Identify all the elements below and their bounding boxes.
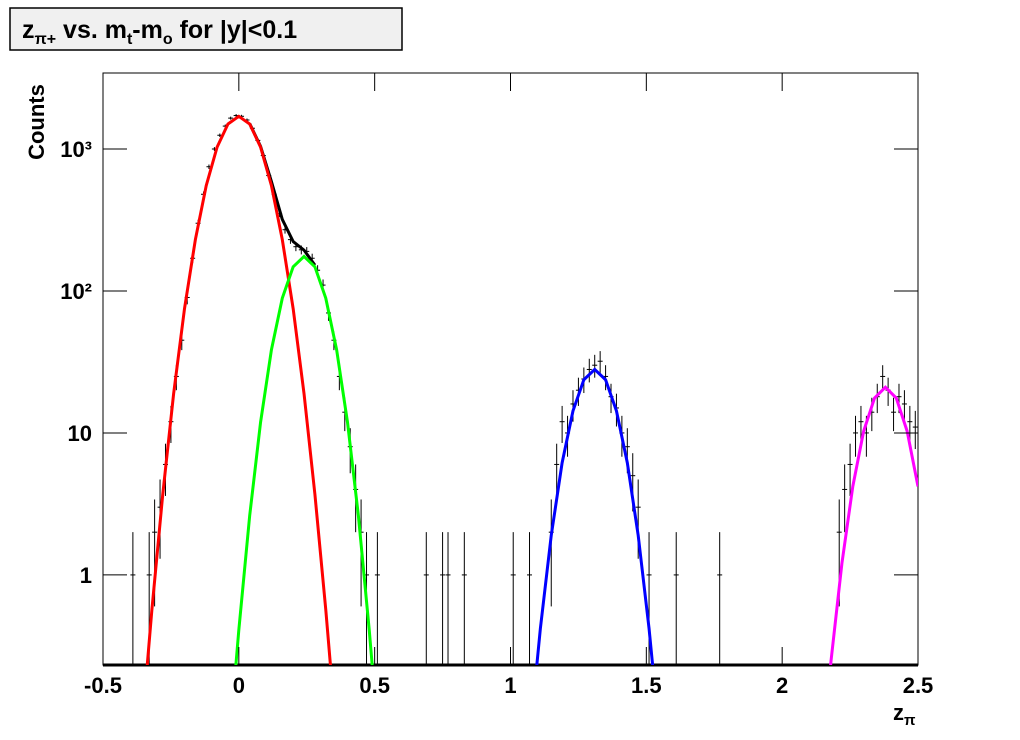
x-tick-label: 2.5	[903, 673, 934, 698]
fit-curve	[234, 254, 374, 665]
chart-title: zπ+ vs. mt-mo for |y|<0.1	[22, 16, 297, 48]
plot-area	[130, 114, 918, 665]
y-axis-label: Counts	[24, 84, 49, 160]
x-tick-label: 2	[776, 673, 788, 698]
x-tick-label: -0.5	[84, 673, 122, 698]
x-axis-label: zπ	[893, 700, 916, 729]
x-tick-label: 1.5	[631, 673, 662, 698]
y-tick-label: 10³	[60, 137, 92, 162]
y-tick-label: 10²	[60, 279, 92, 304]
fit-curve	[145, 114, 332, 665]
x-tick-label: 1	[504, 673, 516, 698]
y-tick-label: 10	[68, 421, 92, 446]
title-box	[9, 7, 403, 51]
fit-curve	[535, 367, 655, 665]
x-tick-label: 0.5	[359, 673, 390, 698]
x-tick-label: 0	[233, 673, 245, 698]
y-tick-label: 1	[80, 563, 92, 588]
fit-curve	[829, 385, 918, 665]
